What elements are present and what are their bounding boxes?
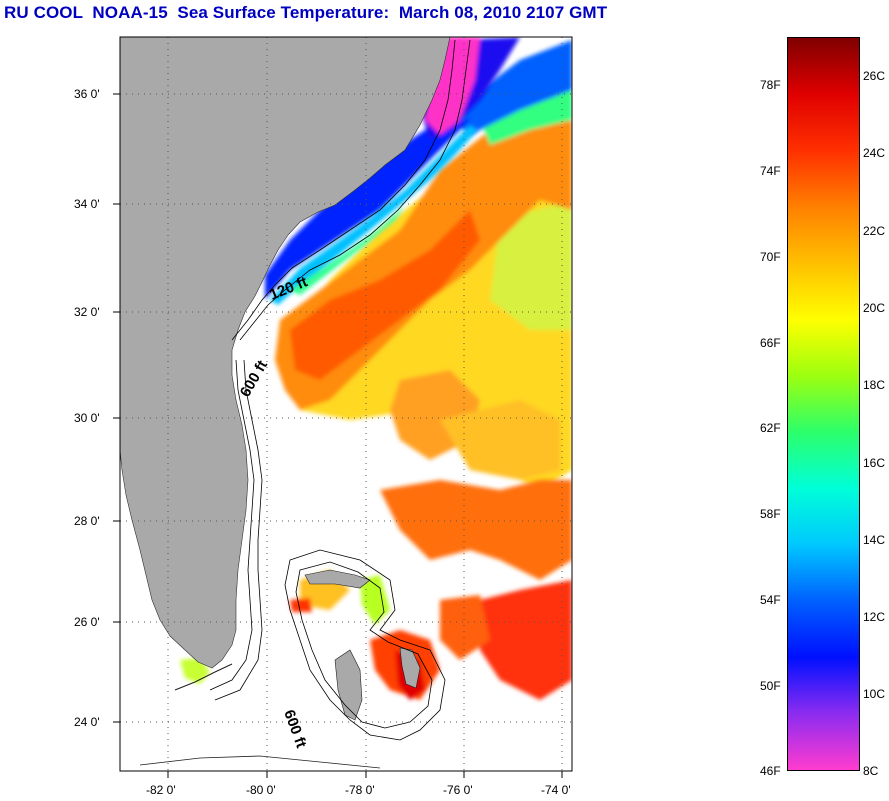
shelf-cold-water — [265, 37, 520, 305]
colorbar-f-label: 58F — [760, 507, 781, 521]
florida-keys — [174, 663, 233, 691]
page-title: RU COOL NOAA-15 Sea Surface Temperature:… — [4, 3, 608, 22]
bahamas-warm-water — [180, 480, 572, 700]
colorbar-f-label: 50F — [760, 679, 781, 693]
colorbar-c-label: 14C — [863, 533, 886, 547]
lat-tick-label: 32 0' — [74, 305, 100, 319]
lat-tick-label: 30 0' — [74, 411, 100, 425]
colorbar-c-label: 24C — [863, 146, 886, 160]
graticule — [120, 37, 572, 771]
lat-tick-label: 36 0' — [74, 87, 100, 101]
lat-tick-label: 24 0' — [74, 715, 100, 729]
colorbar-f-label: 62F — [760, 421, 781, 435]
lon-tick-label: -80 0' — [246, 783, 276, 797]
grand-bahama-land — [304, 569, 371, 589]
colorbar-f-label: 74F — [760, 164, 781, 178]
colorbar-f-label: 46F — [760, 764, 781, 778]
axis-ticks — [113, 93, 563, 778]
map-frame — [119, 36, 573, 772]
colorbar — [787, 37, 860, 771]
colorbar-f-label: 70F — [760, 250, 781, 264]
lat-tick-label: 26 0' — [74, 615, 100, 629]
colorbar-c-label: 16C — [863, 456, 886, 470]
lat-tick-label: 28 0' — [74, 514, 100, 528]
colorbar-f-label: 66F — [760, 336, 781, 350]
lat-tick-label: 34 0' — [74, 197, 100, 211]
colorbar-f-label: 54F — [760, 593, 781, 607]
lon-tick-label: -74 0' — [541, 783, 571, 797]
colorbar-c-label: 22C — [863, 224, 886, 238]
colorbar-f-label: 78F — [760, 78, 781, 92]
colorbar-c-label: 18C — [863, 378, 886, 392]
eleuthera-land — [399, 647, 421, 689]
lon-tick-label: -78 0' — [345, 783, 375, 797]
bathymetry-contours — [209, 39, 471, 741]
colorbar-c-label: 10C — [863, 687, 886, 701]
lon-tick-label: -76 0' — [443, 783, 473, 797]
sst-field — [275, 40, 572, 490]
colorbar-c-label: 26C — [863, 69, 886, 83]
lon-tick-label: -82 0' — [146, 783, 176, 797]
us-mainland — [120, 37, 451, 669]
colorbar-c-label: 12C — [863, 610, 886, 624]
colorbar-c-label: 20C — [863, 301, 886, 315]
bahamas-land — [334, 649, 363, 721]
cuba-coast — [139, 755, 381, 769]
colorbar-c-label: 8C — [863, 764, 879, 778]
colorbar-gradient — [788, 38, 859, 770]
